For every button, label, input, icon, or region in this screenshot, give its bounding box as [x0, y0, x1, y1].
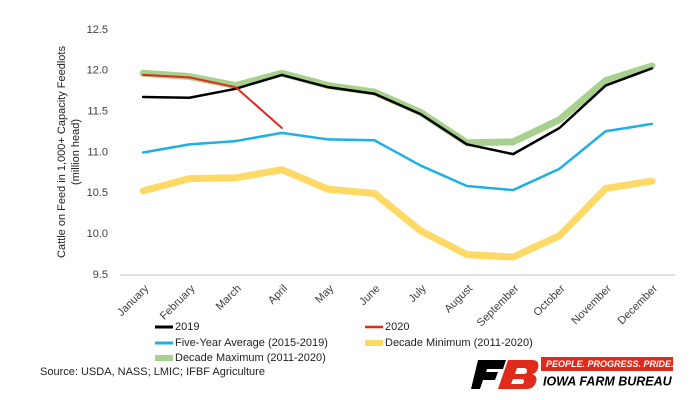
x-tick-label: October: [531, 282, 567, 318]
series-line: [139, 166, 656, 261]
logo-tagline: PEOPLE. PROGRESS. PRIDE.®: [546, 359, 681, 369]
y-axis-label: (million head): [70, 119, 82, 185]
y-tick-label: 9.5: [93, 269, 108, 281]
x-tick-label: February: [158, 282, 198, 322]
x-tick-label: July: [406, 282, 429, 305]
y-tick-label: 12.0: [87, 65, 108, 77]
x-tick-label: December: [616, 282, 661, 327]
logo-name: IOWA FARM BUREAU: [543, 374, 673, 388]
x-tick-label: June: [357, 283, 382, 308]
x-tick-label: September: [475, 282, 522, 329]
y-tick-label: 10.0: [87, 228, 108, 240]
series-line: [142, 73, 283, 129]
y-tick-label: 12.5: [87, 24, 108, 36]
logo: PEOPLE. PROGRESS. PRIDE.® IOWA FARM BURE…: [471, 357, 681, 389]
legend-label: Decade Maximum (2011-2020): [175, 352, 326, 364]
logo-mark: [498, 360, 539, 389]
y-axis-label: Cattle on Feed in 1,000+ Capacity Feedlo…: [56, 46, 68, 258]
legend-label: 2019: [175, 321, 199, 333]
logo-banner: [541, 357, 673, 371]
series-line: [141, 122, 654, 192]
x-tick-label: May: [313, 282, 337, 306]
y-tick-label: 11.0: [87, 146, 108, 158]
source-note: Source: USDA, NASS; LMIC; IFBF Agricultu…: [40, 366, 265, 378]
x-tick-label: March: [214, 283, 244, 313]
x-tick-label: January: [115, 282, 152, 319]
x-tick-label: April: [266, 283, 290, 307]
y-tick-label: 11.5: [87, 106, 108, 118]
series-line: [141, 67, 654, 156]
x-tick-label: August: [442, 283, 475, 316]
x-tick-label: November: [569, 282, 614, 327]
legend-label: Five-Year Average (2015-2019): [175, 337, 328, 349]
series-line: [139, 62, 656, 147]
legend-label: Decade Minimum (2011-2020): [385, 337, 533, 349]
y-tick-label: 10.5: [87, 187, 108, 199]
logo-mark: [471, 360, 506, 389]
legend-label: 2020: [385, 321, 409, 333]
